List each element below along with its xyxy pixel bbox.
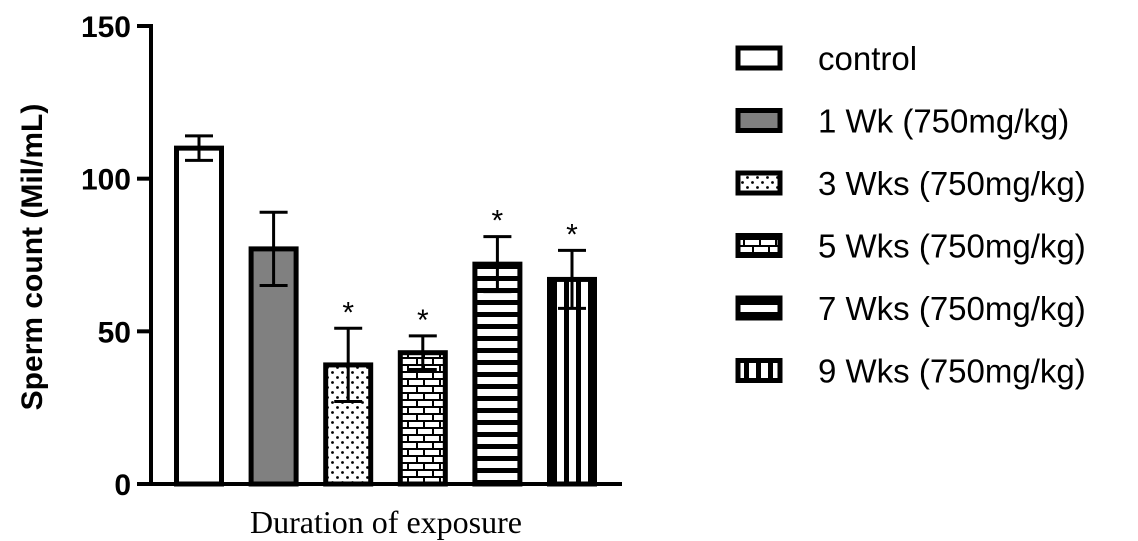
- y-axis-label: Sperm count (Mil/mL): [16, 104, 49, 411]
- y-tick-label: 0: [114, 469, 131, 502]
- legend-swatch: [735, 358, 783, 383]
- error-bar: [483, 235, 512, 294]
- error-bar: [334, 326, 363, 404]
- axes: 0 50 100 150: [81, 11, 622, 502]
- legend-label: 5 Wks (750mg/kg): [818, 228, 1086, 265]
- significance-marker: *: [342, 296, 354, 329]
- y-tick-label: 150: [81, 11, 131, 44]
- y-tick-label: 50: [98, 316, 131, 349]
- legend-swatch: [735, 45, 783, 71]
- error-bar: [558, 248, 586, 310]
- legend-swatch: [735, 295, 783, 321]
- legend-item: 7 Wks (750mg/kg): [735, 290, 1086, 327]
- legend-item: 5 Wks (750mg/kg): [735, 228, 1086, 265]
- bar: [248, 246, 299, 487]
- significance-marker: *: [417, 304, 429, 337]
- bar: [472, 261, 523, 487]
- legend: control 1 Wk (750mg/kg) 3 Wks (750mg/kg) 5 …: [735, 40, 1086, 390]
- bars: * * * *: [174, 134, 597, 487]
- y-tick-label: 100: [81, 164, 131, 197]
- legend-label: 7 Wks (750mg/kg): [818, 290, 1086, 327]
- legend-label: 1 Wk (750mg/kg): [818, 103, 1069, 140]
- legend-label: control: [818, 40, 917, 77]
- bar: [397, 350, 448, 487]
- legend-item: 9 Wks (750mg/kg): [735, 353, 1086, 390]
- error-bar: [408, 334, 437, 371]
- legend-item: 1 Wk (750mg/kg): [735, 103, 1069, 140]
- significance-marker: *: [566, 218, 578, 251]
- legend-item: 3 Wks (750mg/kg): [735, 165, 1086, 202]
- bar: [547, 276, 597, 487]
- legend-label: 9 Wks (750mg/kg): [818, 353, 1086, 390]
- legend-swatch: [735, 108, 783, 133]
- error-bar: [259, 210, 288, 288]
- legend-swatch: [735, 233, 783, 258]
- bar: [174, 145, 224, 487]
- significance-marker: *: [492, 205, 504, 238]
- legend-swatch: [735, 170, 783, 196]
- x-axis-label: Duration of exposure: [250, 504, 522, 540]
- legend-item: control: [735, 40, 917, 77]
- legend-label: 3 Wks (750mg/kg): [818, 165, 1086, 202]
- error-bar: [185, 134, 213, 162]
